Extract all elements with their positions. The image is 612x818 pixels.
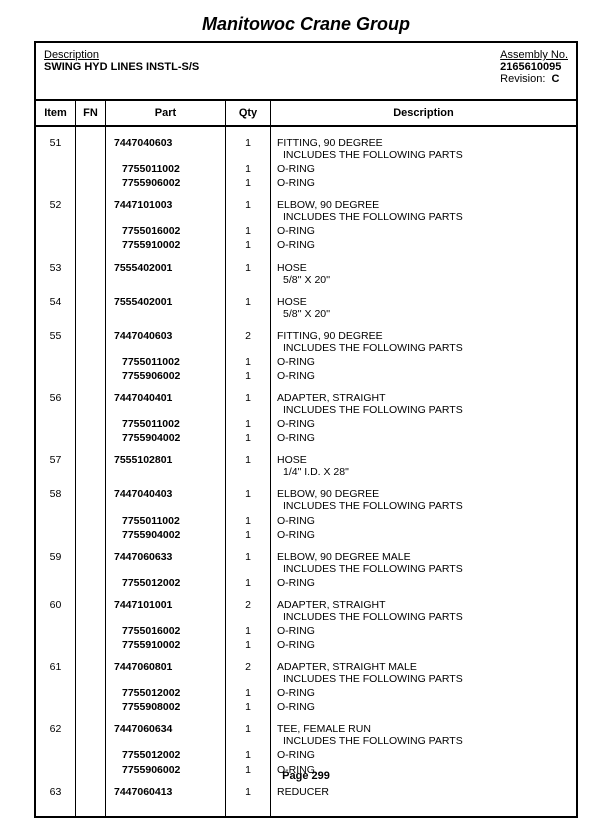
- table-row: 5674470404011ADAPTER, STRAIGHTINCLUDES T…: [36, 390, 576, 416]
- col-item: Item: [36, 101, 76, 125]
- table-row: 6074471010012ADAPTER, STRAIGHTINCLUDES T…: [36, 597, 576, 623]
- table-row: 5274471010031ELBOW, 90 DEGREEINCLUDES TH…: [36, 197, 576, 223]
- column-header-row: Item FN Part Qty Description: [36, 101, 576, 127]
- table-row: 5174470406031FITTING, 90 DEGREEINCLUDES …: [36, 135, 576, 161]
- table-row: 5375554020011HOSE5/8'' X 20'': [36, 260, 576, 286]
- table-row: 77550110021O-RING: [36, 513, 576, 527]
- col-desc: Description: [271, 101, 576, 125]
- table-row: 77550120021O-RING: [36, 747, 576, 761]
- table-row: 77559040021O-RING: [36, 430, 576, 444]
- desc-value: SWING HYD LINES INSTL-S/S: [44, 61, 199, 73]
- table-row: 77550110021O-RING: [36, 354, 576, 368]
- table-row: 5775551028011HOSE1/4" I.D. X 28": [36, 452, 576, 478]
- table-row: 77550110021O-RING: [36, 161, 576, 175]
- table-row: 5974470606331ELBOW, 90 DEGREE MALEINCLUD…: [36, 549, 576, 575]
- header-block: Description SWING HYD LINES INSTL-S/S As…: [36, 43, 576, 101]
- table-row: 77559100021O-RING: [36, 237, 576, 251]
- table-row: 6174470608012ADAPTER, STRAIGHT MALEINCLU…: [36, 659, 576, 685]
- table-row: 77559100021O-RING: [36, 637, 576, 651]
- table-row: 77550120021O-RING: [36, 575, 576, 589]
- page-footer: Page 299: [0, 770, 612, 782]
- table-row: 77550110021O-RING: [36, 416, 576, 430]
- table-row: 77550160021O-RING: [36, 223, 576, 237]
- table-row: 77550160021O-RING: [36, 623, 576, 637]
- table-row: 6274470606341TEE, FEMALE RUNINCLUDES THE…: [36, 721, 576, 747]
- asm-label: Assembly No.: [500, 49, 568, 61]
- table-row: 77559040021O-RING: [36, 527, 576, 541]
- table-row: 5874470404031ELBOW, 90 DEGREEINCLUDES TH…: [36, 486, 576, 512]
- table-row: 5475554020011HOSE5/8'' X 20'': [36, 294, 576, 320]
- table-row: 77559060021O-RING: [36, 368, 576, 382]
- col-qty: Qty: [226, 101, 271, 125]
- col-part: Part: [106, 101, 226, 125]
- col-fn: FN: [76, 101, 106, 125]
- table-row: 77550120021O-RING: [36, 685, 576, 699]
- table-body: 5174470406031FITTING, 90 DEGREEINCLUDES …: [36, 127, 576, 816]
- asm-value: 2165610095: [500, 61, 568, 73]
- table-row: 77559080021O-RING: [36, 699, 576, 713]
- rev-line: Revision: C: [500, 73, 568, 85]
- table-row: 77559060021O-RING: [36, 175, 576, 189]
- table-row: 6374470604131REDUCER: [36, 784, 576, 798]
- desc-label: Description: [44, 49, 199, 61]
- page-title: Manitowoc Crane Group: [0, 14, 612, 35]
- parts-table-container: Description SWING HYD LINES INSTL-S/S As…: [34, 41, 578, 818]
- table-row: 5574470406032FITTING, 90 DEGREEINCLUDES …: [36, 328, 576, 354]
